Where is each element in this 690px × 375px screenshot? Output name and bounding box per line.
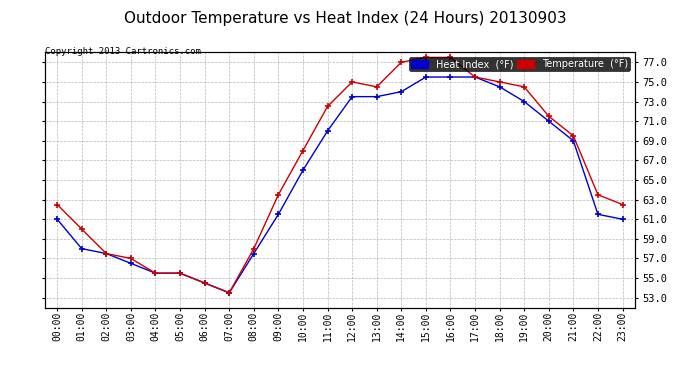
Legend: Heat Index  (°F), Temperature  (°F): Heat Index (°F), Temperature (°F) <box>409 57 630 71</box>
Text: Outdoor Temperature vs Heat Index (24 Hours) 20130903: Outdoor Temperature vs Heat Index (24 Ho… <box>124 11 566 26</box>
Text: Copyright 2013 Cartronics.com: Copyright 2013 Cartronics.com <box>45 47 201 56</box>
